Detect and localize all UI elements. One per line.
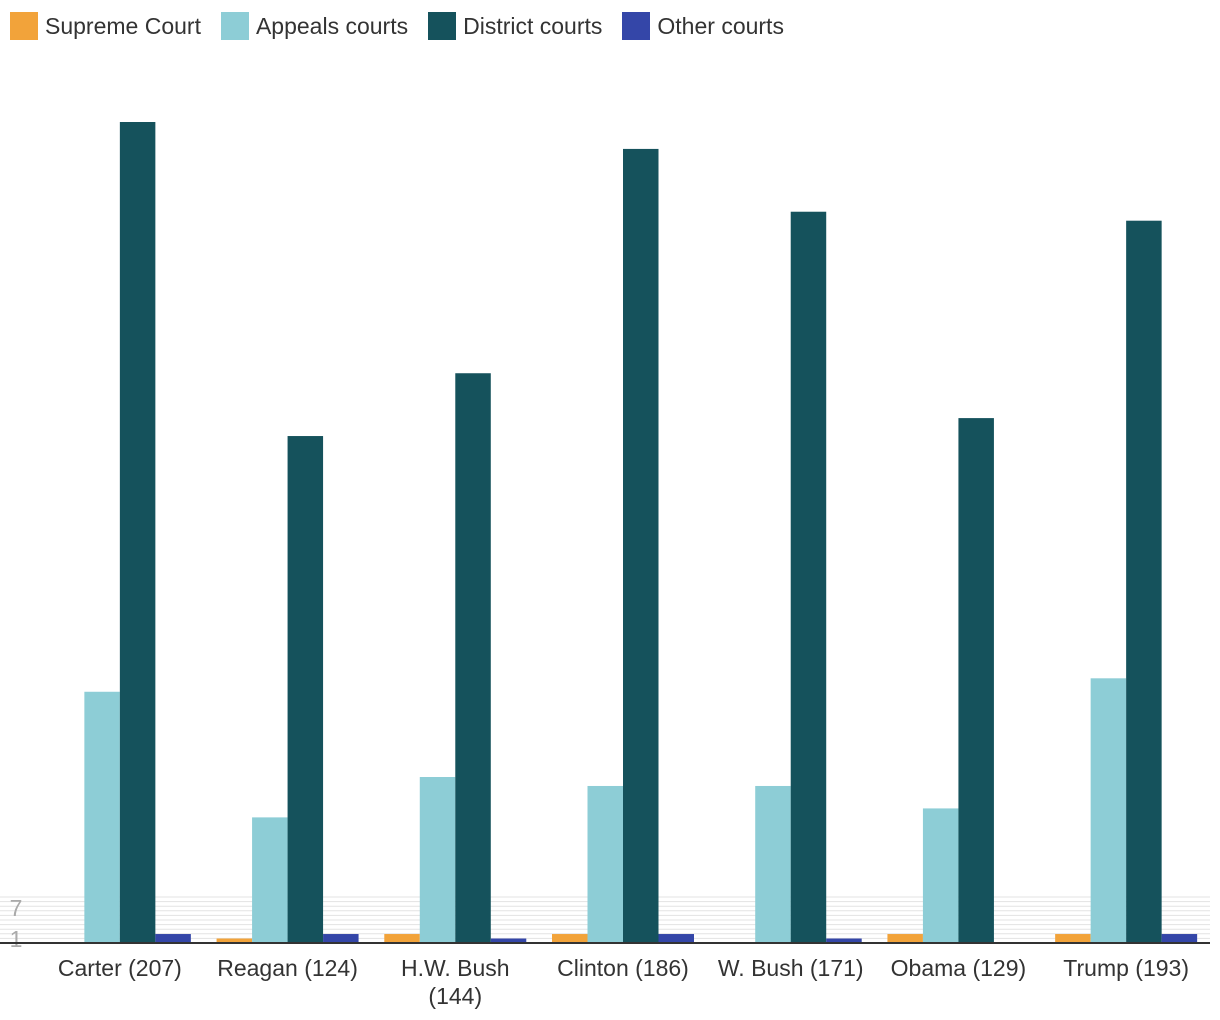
legend-swatch-other-courts <box>622 12 651 40</box>
bar-appeals-courts <box>922 808 959 943</box>
bar-other-courts <box>490 938 527 943</box>
bar-other-courts <box>1161 934 1198 943</box>
bar-supreme-court <box>384 934 420 943</box>
legend-item-other-courts: Other courts <box>622 12 784 40</box>
bar-supreme-court <box>552 934 588 943</box>
legend-item-appeals-courts: Appeals courts <box>220 12 409 40</box>
x-tick-label: (144) <box>428 983 482 1009</box>
bar-appeals-courts <box>252 817 288 943</box>
bar-appeals-courts <box>1090 678 1127 943</box>
bar-district-courts <box>1126 220 1162 943</box>
legend-item-district-courts: District courts <box>428 12 602 40</box>
bar-district-courts <box>623 148 659 943</box>
x-tick-label: Clinton (186) <box>557 955 689 981</box>
x-tick-label: W. Bush (171) <box>718 955 864 981</box>
legend-swatch-appeals-courts <box>220 12 249 40</box>
x-tick-label: Trump (193) <box>1063 955 1189 981</box>
legend: Supreme Court Appeals courts District co… <box>10 12 804 40</box>
bar-appeals-courts <box>84 691 120 943</box>
x-tick-label: Reagan (124) <box>217 955 358 981</box>
y-tick-label: 7 <box>10 895 23 921</box>
bar-other-courts <box>323 934 359 943</box>
bar-appeals-courts <box>587 785 623 943</box>
bar-supreme-court <box>216 938 253 943</box>
bar-supreme-court <box>1055 934 1091 943</box>
legend-label-supreme-court: Supreme Court <box>45 12 201 39</box>
bar-district-courts <box>455 373 491 943</box>
x-tick-label: Carter (207) <box>58 955 182 981</box>
bar-other-courts <box>658 934 694 943</box>
legend-label-other-courts: Other courts <box>657 12 784 39</box>
legend-label-appeals-courts: Appeals courts <box>255 12 409 39</box>
legend-swatch-district-courts <box>428 12 457 40</box>
bar-district-courts <box>119 122 156 943</box>
x-tick-label: H.W. Bush <box>401 955 510 981</box>
bar-district-courts <box>287 436 324 943</box>
x-tick-label: Obama (129) <box>891 955 1027 981</box>
bar-other-courts <box>826 938 862 943</box>
y-tick-label: 1 <box>10 926 23 952</box>
bar-district-courts <box>790 211 827 943</box>
legend-item-supreme-court: Supreme Court <box>10 12 201 40</box>
bar-other-courts <box>155 934 191 943</box>
legend-label-district-courts: District courts <box>463 12 603 39</box>
bar-district-courts <box>958 418 994 943</box>
bar-appeals-courts <box>419 777 456 943</box>
legend-swatch-supreme-court <box>10 12 38 40</box>
bar-supreme-court <box>887 934 923 943</box>
bar-appeals-courts <box>755 785 791 943</box>
